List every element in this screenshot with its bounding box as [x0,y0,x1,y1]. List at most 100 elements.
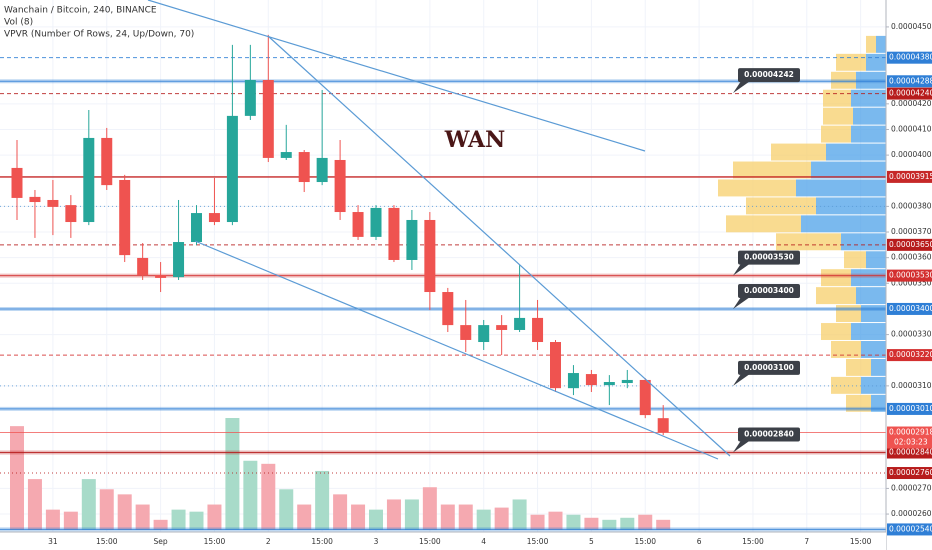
axis-labels: 0.00004500 0.00004200 0.00004100 0.00004000… [48,22,932,546]
y-tick-label: 0.00002600 [891,509,932,518]
candle-body [208,213,220,223]
volume-bar [476,509,491,530]
x-tick-label: 2 [266,537,271,546]
price-label: 0.00003650 [889,240,932,249]
annotation: WAN [444,127,505,153]
volume-bar [638,514,653,530]
x-tick-label: 15:00 [311,537,333,546]
volume-bar [117,494,132,530]
candle-body [567,373,579,389]
y-tick-label: 0.00003300 [891,330,932,339]
volume-bar [261,463,276,530]
price-label-bg [887,87,932,100]
price-label-bg [887,426,932,449]
volume-bar [27,479,42,530]
title: Wanchain / Bitcoin, 240, BINANCE [4,6,157,16]
candle-body [298,152,310,183]
volume-bar [135,504,150,530]
volume-bar [99,489,114,530]
candle-body [639,379,651,416]
volume-bar [656,519,671,530]
candle-body [370,207,382,237]
volume-bar [584,517,599,530]
profile-up [851,269,886,287]
volume-bar [351,504,366,530]
price-label: 0.00002918 [889,428,932,437]
profile-up [801,215,886,233]
candle-body [83,137,95,223]
volume-bar [279,489,294,530]
price-label: 0.00003400 [889,304,932,313]
x-tick-label: 3 [374,537,379,546]
profile-up [841,233,886,251]
candle-body [496,325,508,330]
y-tick-label: 0.00003100 [891,381,932,390]
candle-body [388,207,400,260]
x-tick-label: 15:00 [850,537,872,546]
x-tick-label: Sep [154,537,168,546]
candle-body [603,382,615,386]
trendline [267,35,731,457]
x-tick-label: 4 [481,537,486,546]
profile-up [861,376,886,394]
price-label-bg [887,75,932,88]
price-label: 0.00002760 [889,468,932,477]
profile-down [726,215,801,233]
price-label-bg [887,402,932,415]
candle-body [47,199,59,207]
y-tick-label: 0.00003800 [891,201,932,210]
price-label: 0.00003530 [889,271,932,280]
candle-body [352,212,364,237]
profile-down [776,233,841,251]
callout-label: 0.00002840 [744,430,794,439]
candle-body [442,292,454,326]
candle-body [226,115,238,223]
profile-up [816,197,886,215]
callout-label: 0.00003400 [744,286,794,295]
trendline [194,240,719,460]
callout-pointer [733,296,750,309]
profile-down [831,376,861,394]
volume-bar [458,504,473,530]
profile-up [876,35,886,53]
volume-bar [225,418,240,530]
candle-body [424,219,436,293]
profile-down [821,125,851,143]
profile-up [866,251,886,269]
profile-down [816,287,856,305]
callouts: 0.00004242 0.00003530 0.00003400 0.00003100… [733,68,800,453]
price-label-bg [887,170,932,183]
candle-body [65,205,77,223]
price-label: 0.00003220 [889,350,932,359]
candle-body [173,242,185,278]
candle-body [406,219,418,260]
volume-bar [512,499,527,530]
volume-bar [153,519,168,530]
volume-bar [422,487,437,530]
price-label-bg [887,269,932,282]
profile-down [831,340,861,358]
price-label-bg [887,51,932,64]
x-tick-label: 5 [589,537,594,546]
callout-box [738,360,800,375]
x-tick-label: 15:00 [96,537,118,546]
volume-bar [63,511,78,530]
volume-bar [620,517,635,530]
candle-body [550,342,561,389]
volume-bar [243,460,258,530]
candle-body [262,79,274,158]
time-axis [0,532,886,550]
price-label-bg [887,302,932,315]
profile-down [718,179,796,197]
volume-bar [602,519,617,530]
volume-bar [548,511,563,530]
candle-body [657,418,669,433]
candle-body [11,167,23,198]
volume-bar [81,479,96,530]
x-tick-label: 15:00 [634,537,656,546]
profile-down [866,35,876,53]
price-label: 0.00002840 [889,448,932,457]
y-tick-label: 0.00003700 [891,227,932,236]
profile-down [844,251,866,269]
candle-body [585,374,597,386]
